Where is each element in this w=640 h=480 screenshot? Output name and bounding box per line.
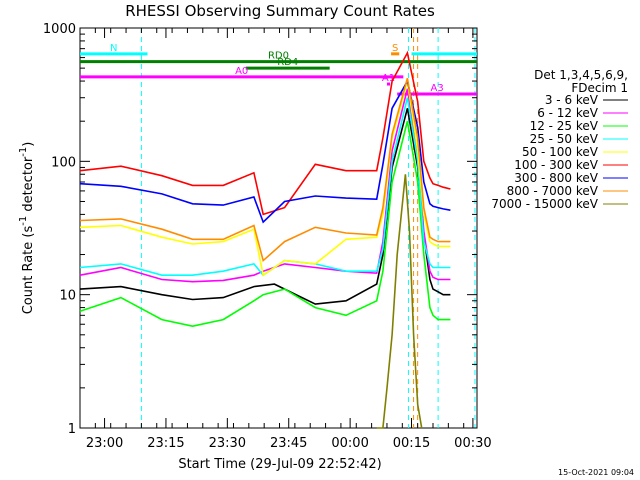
y-tick-label: 10 (59, 289, 76, 304)
legend-header: Det 1,3,4,5,6,9, (534, 68, 628, 82)
legend-label: 800 - 7000 keV (507, 184, 599, 198)
x-tick-label: 23:45 (270, 436, 307, 451)
flag-bar-label: RD4 (277, 57, 298, 68)
flag-bar-label: RD0 (268, 51, 289, 62)
legend-label: 7000 - 15000 keV (491, 197, 598, 211)
y-tick-label: 1 (68, 422, 76, 437)
x-tick-label: 23:00 (86, 436, 123, 451)
series-line (79, 77, 451, 263)
legend-header: FDecim 1 (571, 81, 628, 95)
chart-title: RHESSI Observing Summary Count Rates (125, 2, 435, 20)
legend-label: 6 - 12 keV (537, 106, 599, 120)
series-line (376, 174, 423, 429)
series-group (79, 50, 451, 429)
flag-bar-label: A0 (235, 66, 248, 77)
x-tick-label: 00:30 (454, 436, 491, 451)
x-tick-label: 00:00 (331, 436, 368, 451)
series-line (79, 78, 451, 224)
series-line (79, 80, 451, 277)
x-axis-label: Start Time (29-Jul-09 22:52:42) (178, 457, 381, 472)
legend-label: 100 - 300 keV (514, 158, 598, 172)
x-ticks: 23:00 23:15 23:30 23:45 00:00 00:15 00:30 (79, 28, 492, 451)
legend-label: 3 - 6 keV (545, 93, 599, 107)
flag-bar-label: A1 (382, 73, 395, 84)
series-line (79, 108, 451, 305)
x-tick-label: 23:30 (209, 436, 246, 451)
x-tick-label: 23:15 (147, 436, 184, 451)
flag-bar-label: S (392, 43, 398, 54)
y-tick-label: 1000 (43, 22, 76, 37)
series-line (79, 50, 451, 216)
y-axis-label: Count Rate (s-1 detector-1) (18, 142, 36, 315)
flag-bar-label: A3 (430, 83, 443, 94)
footer-timestamp: 15-Oct-2021 09:04 (558, 468, 634, 477)
legend-label: 50 - 100 keV (522, 145, 599, 159)
y-ticks: 1 10 100 1000 (43, 22, 477, 437)
vline-group (140, 28, 476, 428)
series-line (79, 88, 451, 283)
x-tick-label: 00:15 (393, 436, 430, 451)
legend-label: 25 - 50 keV (530, 132, 599, 146)
legend-label: 12 - 25 keV (530, 119, 599, 133)
flag-bar-label: N (110, 43, 117, 54)
plot-area (79, 27, 478, 429)
series-line (79, 97, 451, 277)
y-tick-label: 100 (51, 155, 76, 170)
legend-label: 300 - 800 keV (514, 171, 598, 185)
series-line (79, 121, 451, 328)
